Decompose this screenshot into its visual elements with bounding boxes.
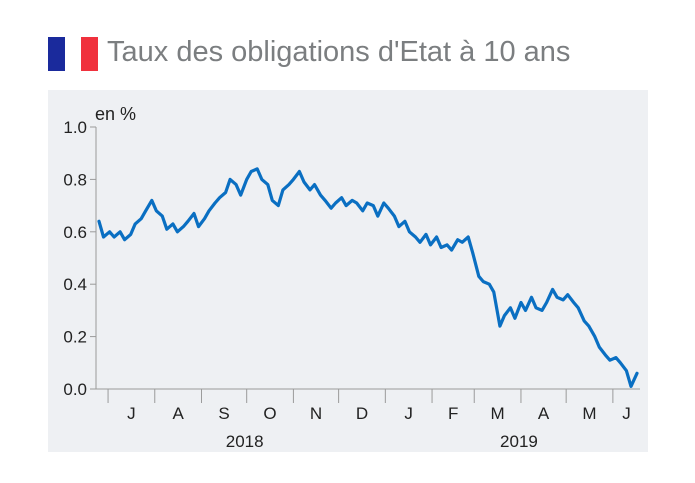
series-line: [97, 167, 639, 388]
x-year-label: 2019: [500, 432, 538, 451]
y-axis: 0.0 0.2 0.4 0.6 0.8 1.0: [63, 118, 97, 399]
x-month-label: N: [310, 404, 322, 423]
france-flag-icon: [48, 37, 98, 71]
x-axis: J A S O N D J F M A M J 2018 2019: [96, 388, 640, 451]
x-month-label: M: [582, 404, 596, 423]
x-year-label: 2018: [226, 432, 264, 451]
x-month-label: A: [538, 404, 550, 423]
x-month-label: J: [622, 404, 631, 423]
x-month-label: A: [172, 404, 184, 423]
x-month-label: O: [263, 404, 276, 423]
x-month-label: M: [491, 404, 505, 423]
y-axis-unit-label: en %: [95, 104, 136, 124]
x-month-label: S: [218, 404, 229, 423]
y-tick-label: 0.0: [63, 380, 87, 399]
y-tick-label: 0.6: [63, 223, 87, 242]
flag-stripe-white: [65, 37, 81, 71]
flag-stripe-red: [81, 37, 98, 71]
y-tick-label: 1.0: [63, 118, 87, 137]
flag-stripe-blue: [48, 37, 65, 71]
y-tick-label: 0.2: [63, 328, 87, 347]
chart-header: Taux des obligations d'Etat à 10 ans: [0, 0, 695, 85]
y-tick-label: 0.4: [63, 275, 87, 294]
x-month-label: D: [356, 404, 368, 423]
x-month-label: F: [448, 404, 458, 423]
chart-title: Taux des obligations d'Etat à 10 ans: [107, 36, 571, 68]
chart-panel: [48, 90, 648, 452]
x-month-label: J: [404, 404, 413, 423]
y-tick-label: 0.8: [63, 170, 87, 189]
x-month-label: J: [127, 404, 136, 423]
